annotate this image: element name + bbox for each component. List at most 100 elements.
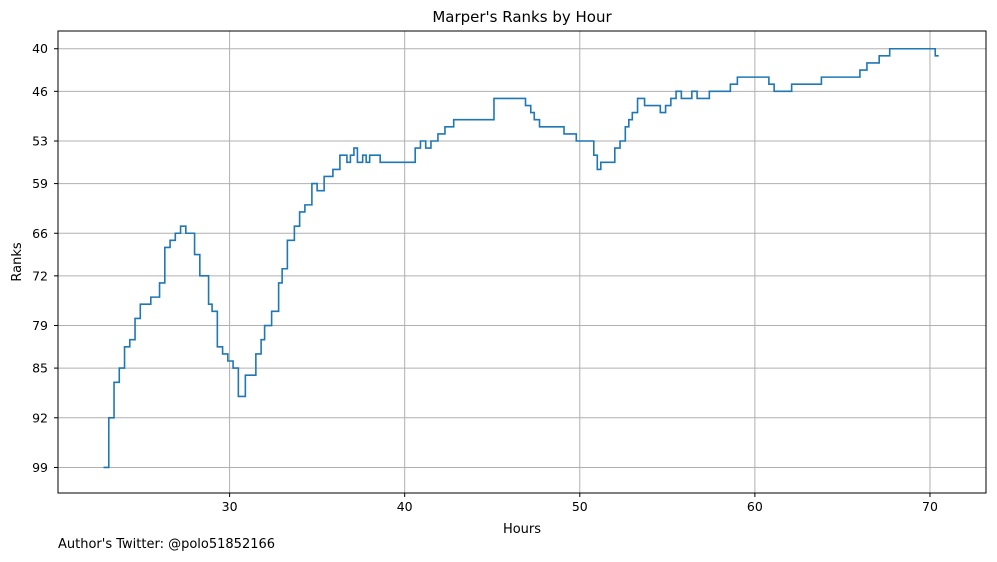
grid-lines (58, 31, 986, 493)
data-point (791, 83, 793, 85)
data-point (139, 303, 141, 305)
y-tick-label: 92 (32, 410, 48, 425)
data-point (889, 48, 891, 50)
x-tick-label: 70 (922, 499, 938, 514)
data-point (414, 147, 416, 149)
data-point (332, 169, 334, 171)
data-point (665, 105, 667, 107)
data-point (287, 240, 289, 242)
data-point (353, 147, 355, 149)
data-point (129, 339, 131, 341)
data-point (304, 204, 306, 206)
data-point (898, 48, 900, 50)
data-point (217, 346, 219, 348)
y-tick-label: 79 (32, 318, 48, 333)
data-point (346, 161, 348, 163)
data-point (709, 91, 711, 93)
data-point (934, 55, 936, 57)
x-tick-label: 40 (397, 499, 413, 514)
rank-step-line (103, 47, 939, 469)
data-point (777, 91, 779, 93)
data-point (194, 254, 196, 256)
data-point (164, 247, 166, 249)
data-point (108, 417, 110, 419)
data-point (493, 98, 495, 100)
data-point (278, 282, 280, 284)
data-point (103, 467, 105, 469)
y-axis-label: Ranks (10, 242, 25, 281)
data-point (255, 353, 257, 355)
data-point (593, 154, 595, 156)
data-point (878, 55, 880, 57)
data-point (525, 105, 527, 107)
data-point (614, 147, 616, 149)
x-tick-label: 50 (572, 499, 588, 514)
author-credit: Author's Twitter: @polo51852166 (58, 537, 276, 552)
data-point (208, 303, 210, 305)
data-point (124, 346, 126, 348)
data-point (294, 225, 296, 227)
data-point (619, 140, 621, 142)
data-point (113, 381, 115, 383)
data-point (238, 396, 240, 398)
data-point (299, 211, 301, 213)
data-point (357, 161, 359, 163)
y-tick-label: 66 (32, 226, 48, 241)
data-point (180, 225, 182, 227)
data-point (530, 112, 532, 114)
data-point (185, 232, 187, 234)
data-point (575, 140, 577, 142)
x-tick-label: 60 (747, 499, 763, 514)
data-point (271, 311, 273, 313)
data-point (369, 154, 371, 156)
data-point (600, 161, 602, 163)
data-point (365, 161, 367, 163)
x-axis-label: Hours (503, 522, 541, 537)
data-point (425, 147, 427, 149)
data-point (150, 296, 152, 298)
data-point (696, 98, 698, 100)
data-point (316, 190, 318, 192)
y-tick-label: 72 (32, 268, 48, 283)
y-tick-label: 46 (32, 84, 48, 99)
series-layer (103, 47, 939, 469)
data-point (859, 69, 861, 71)
y-tick-label: 59 (32, 176, 48, 191)
data-point (444, 126, 446, 128)
y-tick-label: 99 (32, 460, 48, 475)
data-point (227, 360, 229, 362)
data-point (632, 112, 634, 114)
data-point (670, 98, 672, 100)
plot-frame (57, 30, 987, 494)
data-point (264, 325, 266, 327)
data-point (118, 367, 120, 369)
data-point (637, 98, 639, 100)
data-point (311, 183, 313, 185)
y-tick-label: 85 (32, 361, 48, 376)
axis-ticks: 30 40 50 60 70 40 46 53 59 66 72 79 85 92 99 (32, 41, 938, 514)
data-point (339, 154, 341, 156)
data-point (625, 126, 627, 128)
data-point (437, 133, 439, 135)
data-point (768, 83, 770, 85)
data-point (675, 91, 677, 93)
data-point (420, 140, 422, 142)
data-point (737, 76, 739, 78)
data-point (821, 76, 823, 78)
data-point (379, 161, 381, 163)
data-point (644, 105, 646, 107)
data-point (281, 268, 283, 270)
x-tick-label: 30 (222, 499, 238, 514)
data-point (134, 318, 136, 320)
data-point (660, 112, 662, 114)
data-point (175, 232, 177, 234)
data-point (430, 140, 432, 142)
data-point (563, 133, 565, 135)
data-point (350, 154, 352, 156)
data-point (681, 98, 683, 100)
data-point (533, 119, 535, 121)
data-point (596, 169, 598, 171)
data-point (691, 91, 693, 93)
data-point (245, 374, 247, 376)
